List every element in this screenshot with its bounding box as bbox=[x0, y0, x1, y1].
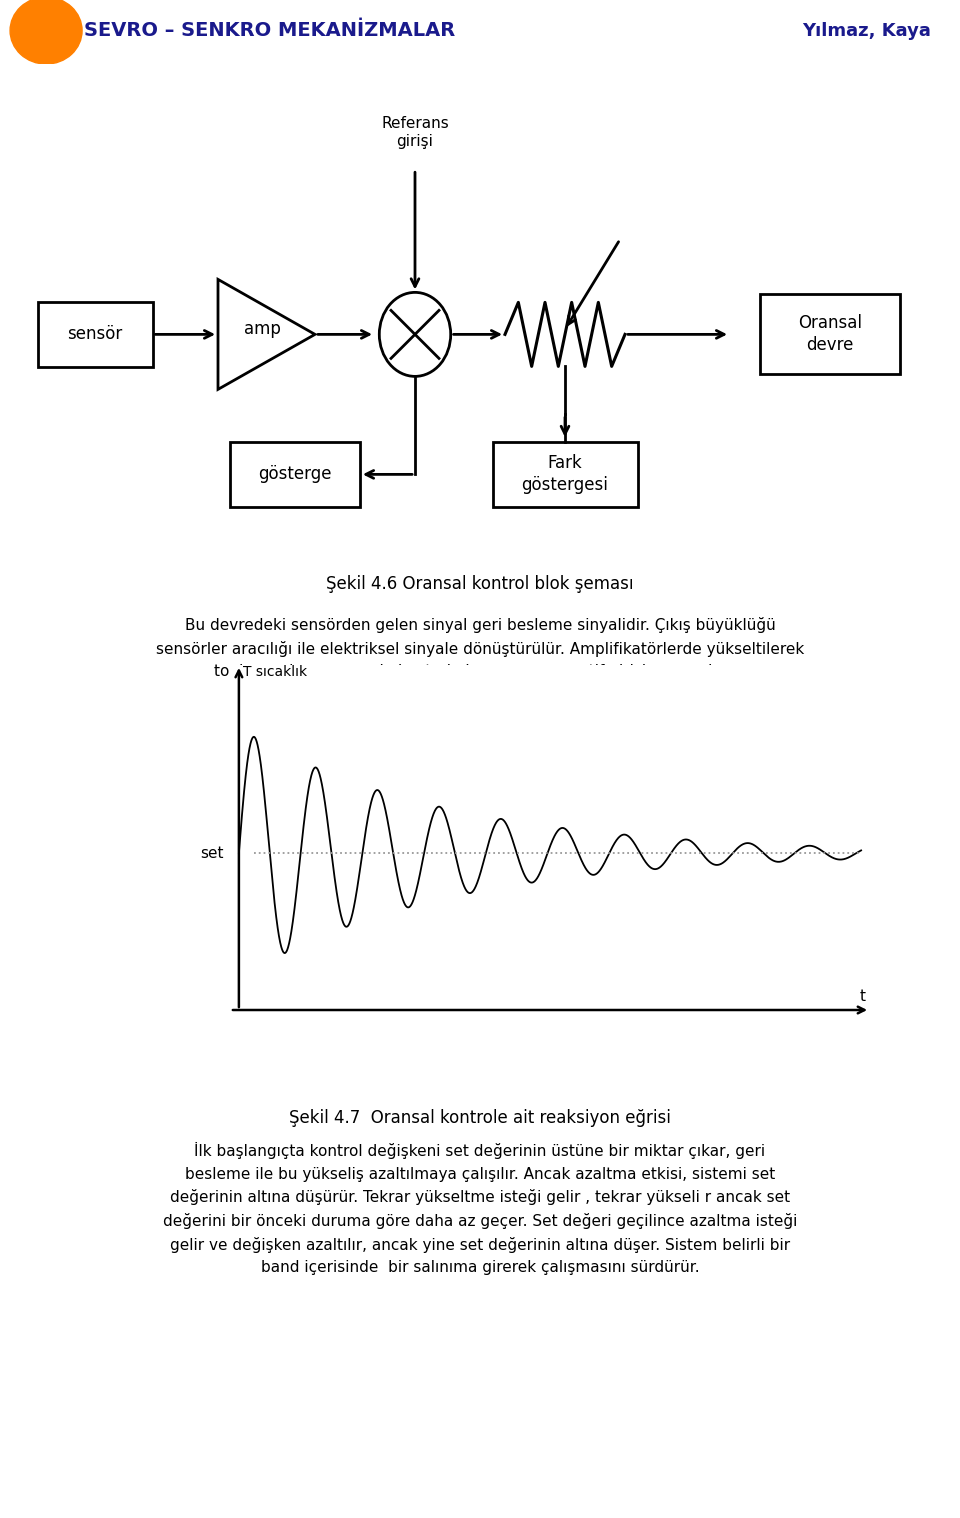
Text: Yılmaz, Kaya: Yılmaz, Kaya bbox=[803, 21, 931, 39]
Text: Şekil 4.6 Oransal kontrol blok şeması: Şekil 4.6 Oransal kontrol blok şeması bbox=[326, 575, 634, 594]
Text: gösterge: gösterge bbox=[258, 466, 332, 483]
Ellipse shape bbox=[379, 293, 450, 376]
Text: sensör: sensör bbox=[67, 325, 123, 343]
Text: set: set bbox=[200, 846, 224, 861]
Polygon shape bbox=[218, 279, 315, 390]
Text: T sıcaklık: T sıcaklık bbox=[243, 665, 307, 679]
Text: Fark
göstergesi: Fark göstergesi bbox=[521, 454, 609, 495]
Text: t: t bbox=[859, 988, 866, 1003]
Text: Şekil 4.7  Oransal kontrole ait reaksiyon eğrisi: Şekil 4.7 Oransal kontrole ait reaksiyon… bbox=[289, 1110, 671, 1128]
Text: İlk başlangıçta kontrol değişkeni set değerinin üstüne bir miktar çıkar, geri
be: İlk başlangıçta kontrol değişkeni set de… bbox=[163, 1143, 797, 1275]
FancyBboxPatch shape bbox=[37, 302, 153, 367]
FancyBboxPatch shape bbox=[230, 442, 360, 507]
Text: SEVRO – SENKRO MEKANİZMALAR: SEVRO – SENKRO MEKANİZMALAR bbox=[84, 21, 456, 39]
Text: Referans
girişi: Referans girişi bbox=[381, 115, 449, 149]
FancyBboxPatch shape bbox=[760, 294, 900, 375]
Ellipse shape bbox=[10, 0, 82, 64]
Text: Oransal
devre: Oransal devre bbox=[798, 314, 862, 355]
Text: Bu devredeki sensörden gelen sinyal geri besleme sinyalidir. Çıkış büyüklüğü
sen: Bu devredeki sensörden gelen sinyal geri… bbox=[156, 618, 804, 680]
Text: amp: amp bbox=[244, 320, 280, 339]
FancyBboxPatch shape bbox=[492, 442, 637, 507]
